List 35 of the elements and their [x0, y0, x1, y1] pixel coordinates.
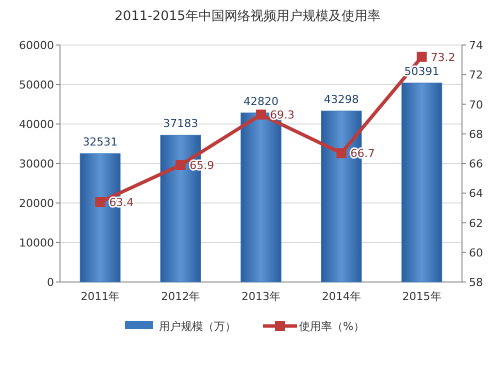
y-tick-label: 0: [47, 276, 54, 289]
y2-tick-label: 64: [469, 187, 483, 200]
legend-label: 使用率（%）: [299, 320, 364, 333]
y-tick-label: 20000: [19, 197, 54, 210]
point: [336, 148, 346, 158]
x-tick-label: 2015年: [402, 290, 442, 303]
point: [95, 197, 106, 208]
y2-tick-label: 72: [469, 68, 483, 82]
data-label: 37183: [163, 117, 198, 130]
y-tick-label: 60000: [19, 39, 54, 52]
y2-tick-label: 58: [469, 276, 483, 289]
legend-label: 用户规模（万）: [159, 320, 236, 333]
bar: [401, 82, 442, 282]
point: [416, 52, 427, 62]
y2-tick-label: 62: [469, 216, 483, 230]
x-tick-label: 2011年: [80, 290, 120, 303]
y-tick-label: 50000: [19, 78, 54, 92]
point: [256, 110, 266, 120]
x-tick-label: 2013年: [242, 290, 280, 303]
y2-tick-label: 68: [469, 128, 483, 141]
title: 2011-2015年中国网络视频用户规模及使用率: [114, 9, 380, 24]
data-label: 42820: [244, 94, 278, 108]
y-tick-label: 30000: [19, 158, 54, 170]
data-label: 73.2: [430, 50, 456, 64]
y-tick-label: 40000: [19, 118, 54, 131]
data-label: 43298: [324, 92, 359, 106]
data-label: 32531: [82, 136, 118, 149]
x-tick-label: 2014年: [322, 290, 361, 303]
y2-tick-label: 66: [469, 158, 483, 170]
y2-tick-label: 70: [469, 98, 483, 112]
point: [176, 160, 186, 170]
y2-tick-label: 60: [469, 246, 483, 260]
x-tick-label: 2012年: [161, 290, 200, 303]
y-tick-label: 10000: [19, 236, 54, 250]
y2-tick-label: 74: [469, 39, 483, 52]
